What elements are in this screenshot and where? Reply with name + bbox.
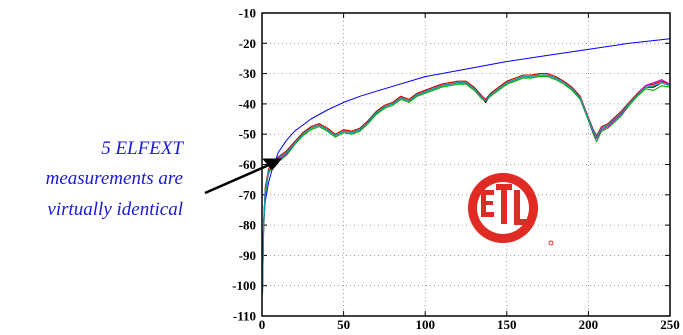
y-tick-label: -60 — [239, 157, 256, 172]
y-tick-label: -100 — [232, 278, 256, 293]
plot-frame — [261, 12, 671, 317]
annotation-line-2: measurements are — [46, 168, 183, 189]
y-tick-label: -80 — [239, 218, 256, 233]
series-line-6 — [261, 74, 671, 291]
y-axis: -10 -20 -30 -40 -50 -60 -70 -80 -90 -100 -110 — [232, 6, 670, 324]
series-line-1 — [262, 38, 671, 268]
series-line-3 — [261, 76, 671, 295]
x-axis: 0 50 100 150 200 250 — [259, 13, 680, 332]
annotation-arrow-head — [262, 158, 283, 171]
y-tick-label: -50 — [239, 127, 256, 142]
x-tick-label: 50 — [337, 317, 350, 332]
annotation-line-1: 5 ELFEXT — [101, 138, 184, 159]
annotation-arrow-line — [204, 163, 271, 195]
logo-letter-t — [496, 184, 512, 224]
series-group — [261, 38, 671, 295]
etl-logo — [468, 173, 554, 246]
series-line-4 — [261, 73, 671, 286]
y-tick-label: -70 — [239, 187, 256, 202]
x-tick-label: 150 — [497, 317, 517, 332]
series-line-2 — [261, 74, 671, 289]
logo-letter-l — [514, 190, 528, 225]
annotation: 5 ELFEXT measurements are virtually iden… — [46, 138, 283, 220]
series-line-5 — [261, 74, 671, 292]
y-tick-label: -90 — [239, 248, 256, 263]
y-tick-label: -10 — [239, 6, 256, 21]
x-tick-label: 250 — [660, 317, 680, 332]
x-tick-label: 200 — [579, 317, 599, 332]
logo-registered-mark — [548, 240, 554, 246]
y-tick-label: -30 — [239, 66, 256, 81]
x-tick-label: 0 — [259, 317, 266, 332]
grid — [262, 13, 670, 316]
y-tick-label: -110 — [233, 309, 256, 324]
annotation-line-3: virtually identical — [47, 199, 183, 220]
x-tick-label: 100 — [415, 317, 435, 332]
y-tick-label: -20 — [239, 36, 256, 51]
y-tick-label: -40 — [239, 96, 256, 111]
logo-letter-e — [481, 190, 494, 217]
